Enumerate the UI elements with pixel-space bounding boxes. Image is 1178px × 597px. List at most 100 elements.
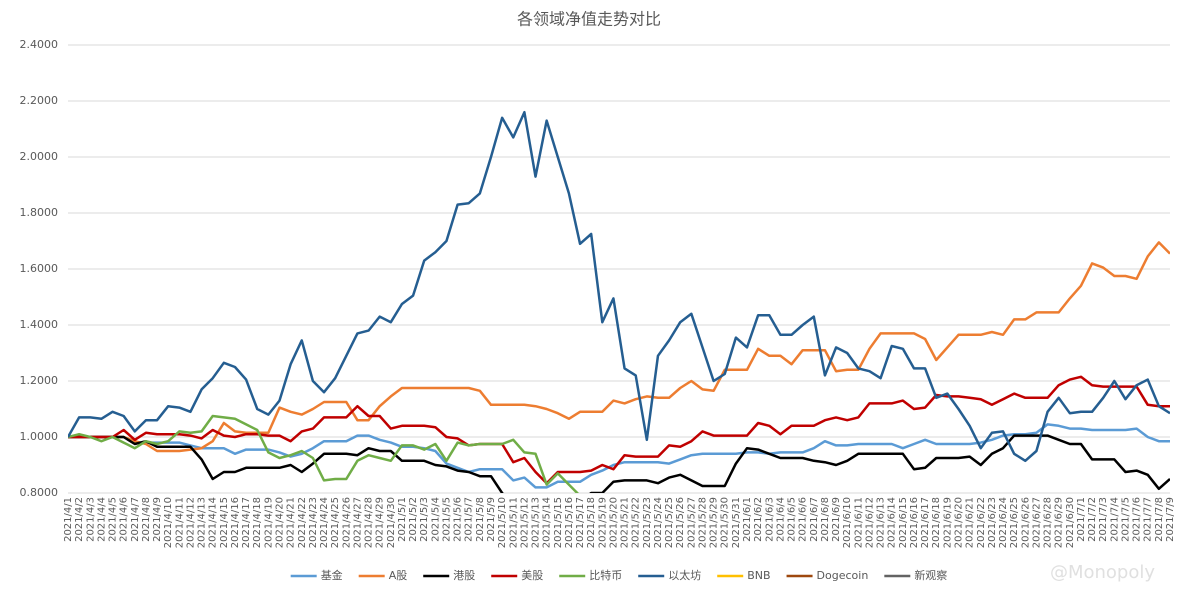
legend-label: 基金 — [321, 568, 343, 582]
y-tick-label: 1.0000 — [20, 430, 59, 443]
x-tick-label: 2021/5/27 — [686, 497, 697, 548]
x-tick-label: 2021/6/9 — [831, 497, 842, 542]
x-tick-label: 2021/6/10 — [842, 497, 853, 548]
legend-label: 新观察 — [914, 568, 947, 582]
x-tick-label: 2021/5/19 — [597, 497, 608, 548]
x-tick-label: 2021/4/2 — [74, 497, 85, 542]
x-tick-label: 2021/6/28 — [1043, 497, 1054, 548]
x-tick-label: 2021/5/6 — [453, 497, 464, 542]
y-tick-label: 1.6000 — [20, 262, 59, 275]
x-tick-label: 2021/5/4 — [430, 497, 441, 542]
x-tick-label: 2021/6/26 — [1020, 497, 1031, 548]
x-tick-label: 2021/4/6 — [119, 497, 130, 542]
x-tick-label: 2021/6/1 — [742, 497, 753, 542]
x-tick-label: 2021/4/21 — [286, 497, 297, 548]
x-tick-label: 2021/4/27 — [352, 497, 363, 548]
x-tick-label: 2021/4/17 — [241, 497, 252, 548]
x-tick-label: 2021/6/21 — [965, 497, 976, 548]
x-tick-label: 2021/6/15 — [898, 497, 909, 548]
x-tick-label: 2021/6/2 — [753, 497, 764, 542]
x-tick-label: 2021/4/28 — [364, 497, 375, 548]
x-tick-label: 2021/5/1 — [397, 497, 408, 542]
x-tick-label: 2021/4/9 — [152, 497, 163, 542]
x-tick-label: 2021/7/5 — [1120, 497, 1131, 542]
legend-label: 以太坊 — [668, 568, 701, 582]
x-tick-label: 2021/6/24 — [998, 497, 1009, 548]
x-tick-label: 2021/4/23 — [308, 497, 319, 548]
x-tick-label: 2021/5/16 — [564, 497, 575, 548]
series-line — [68, 434, 1170, 493]
watermark: @Monopoly — [1050, 562, 1155, 583]
x-tick-label: 2021/5/3 — [419, 497, 430, 542]
x-tick-label: 2021/5/21 — [620, 497, 631, 548]
x-tick-label: 2021/4/16 — [230, 497, 241, 548]
x-tick-label: 2021/5/23 — [642, 497, 653, 548]
x-tick-label: 2021/4/13 — [197, 497, 208, 548]
x-tick-label: 2021/5/11 — [508, 497, 519, 548]
x-tick-label: 2021/5/29 — [709, 497, 720, 548]
y-tick-label: 1.4000 — [20, 318, 59, 331]
x-tick-label: 2021/6/16 — [909, 497, 920, 548]
x-tick-label: 2021/4/12 — [185, 497, 196, 548]
series-line — [68, 241, 1170, 453]
x-tick-label: 2021/4/14 — [208, 497, 219, 548]
x-tick-label: 2021/5/13 — [531, 497, 542, 548]
x-tick-label: 2021/6/30 — [1065, 497, 1076, 548]
x-tick-label: 2021/7/9 — [1165, 497, 1176, 542]
y-tick-label: 2.4000 — [20, 38, 59, 51]
y-tick-label: 1.8000 — [20, 206, 59, 219]
x-tick-label: 2021/4/22 — [297, 497, 308, 548]
x-tick-label: 2021/4/19 — [263, 497, 274, 548]
x-tick-label: 2021/6/3 — [764, 497, 775, 542]
x-tick-label: 2021/6/22 — [976, 497, 987, 548]
x-tick-label: 2021/7/3 — [1098, 497, 1109, 542]
chart-title: 各领域净值走势对比 — [517, 10, 661, 29]
series-line — [68, 375, 1170, 485]
x-tick-label: 2021/6/29 — [1054, 497, 1065, 548]
y-tick-label: 1.2000 — [20, 374, 59, 387]
legend-label: 美股 — [521, 569, 543, 582]
x-tick-label: 2021/6/5 — [787, 497, 798, 542]
x-tick-label: 2021/6/20 — [954, 497, 965, 548]
x-tick-label: 2021/4/7 — [130, 497, 141, 542]
x-tick-label: 2021/6/13 — [876, 497, 887, 548]
plot-area — [68, 110, 1170, 493]
x-tick-label: 2021/6/7 — [809, 497, 820, 542]
x-tick-label: 2021/5/10 — [497, 497, 508, 548]
y-tick-label: 0.8000 — [20, 486, 59, 499]
x-tick-label: 2021/5/30 — [720, 497, 731, 548]
legend-label: 比特币 — [589, 568, 622, 582]
x-tick-label: 2021/5/7 — [464, 497, 475, 542]
x-tick-label: 2021/6/23 — [987, 497, 998, 548]
x-tick-label: 2021/4/5 — [108, 497, 119, 542]
x-tick-label: 2021/7/4 — [1109, 497, 1120, 542]
x-tick-label: 2021/4/4 — [96, 497, 107, 542]
x-tick-label: 2021/7/2 — [1087, 497, 1098, 542]
x-tick-label: 2021/4/25 — [330, 497, 341, 548]
x-tick-label: 2021/6/6 — [798, 497, 809, 542]
x-tick-label: 2021/5/28 — [697, 497, 708, 548]
x-tick-label: 2021/4/11 — [174, 497, 185, 548]
y-tick-label: 2.2000 — [20, 94, 59, 107]
x-tick-label: 2021/4/20 — [274, 497, 285, 548]
x-tick-label: 2021/6/25 — [1009, 497, 1020, 548]
x-tick-label: 2021/7/8 — [1154, 497, 1165, 542]
x-tick-label: 2021/6/11 — [853, 497, 864, 548]
x-tick-label: 2021/7/6 — [1132, 497, 1143, 542]
series-line — [68, 414, 580, 493]
x-tick-label: 2021/5/20 — [608, 497, 619, 548]
x-tick-label: 2021/5/9 — [486, 497, 497, 542]
x-tick-label: 2021/6/12 — [864, 497, 875, 548]
x-tick-label: 2021/5/15 — [553, 497, 564, 548]
x-tick-label: 2021/5/5 — [441, 497, 452, 542]
x-tick-label: 2021/5/12 — [519, 497, 530, 548]
x-tick-label: 2021/5/24 — [653, 497, 664, 548]
legend-label: A股 — [389, 569, 408, 582]
x-tick-label: 2021/5/22 — [631, 497, 642, 548]
y-tick-label: 2.0000 — [20, 150, 59, 163]
x-tick-label: 2021/4/18 — [252, 497, 263, 548]
x-tick-label: 2021/4/10 — [163, 497, 174, 548]
x-tick-label: 2021/6/27 — [1031, 497, 1042, 548]
x-tick-label: 2021/5/8 — [475, 497, 486, 542]
